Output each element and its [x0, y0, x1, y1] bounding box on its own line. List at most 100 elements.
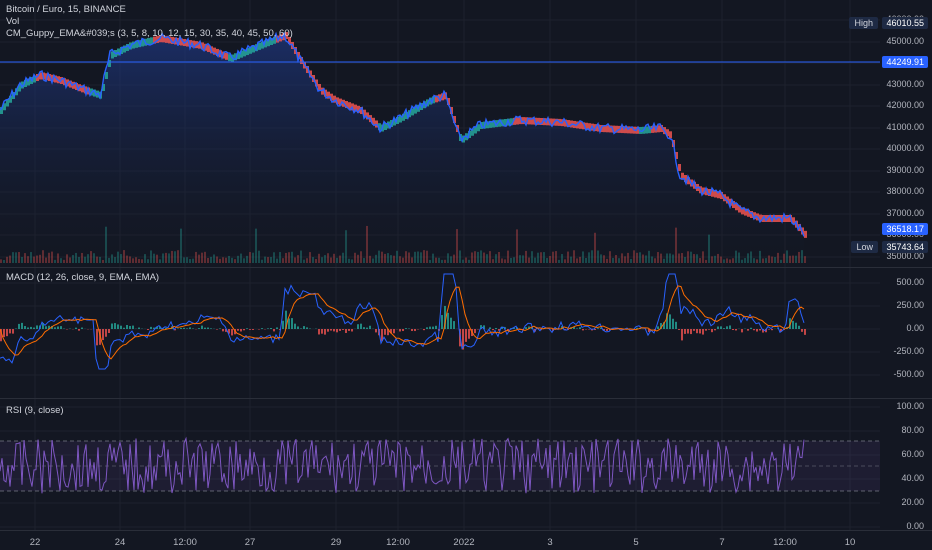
volume-bar — [300, 250, 302, 263]
volume-bar — [273, 252, 275, 263]
histogram-bar — [423, 329, 425, 331]
ema-ribbon-segment — [360, 107, 363, 114]
ema-ribbon-segment — [675, 152, 678, 159]
pane-divider[interactable] — [0, 267, 932, 268]
axis-tick-label: 80.00 — [901, 425, 924, 435]
histogram-bar — [45, 326, 47, 329]
macd-chart-svg[interactable] — [0, 268, 932, 398]
rsi-legend[interactable]: RSI (9, close) — [6, 405, 64, 416]
volume-bar — [90, 251, 92, 263]
volume-bar — [615, 255, 617, 263]
ema-ribbon-segment — [738, 205, 741, 213]
volume-bar — [423, 250, 425, 263]
histogram-bar — [762, 329, 764, 333]
ema-ribbon-segment — [792, 217, 795, 225]
volume-bar — [72, 255, 74, 263]
volume-bar — [369, 255, 371, 263]
histogram-bar — [18, 323, 20, 329]
volume-bar — [684, 256, 686, 263]
volume-bar — [594, 232, 596, 263]
high-tag: High — [849, 17, 878, 29]
pane-divider[interactable] — [0, 398, 932, 399]
ema-ribbon-segment — [498, 119, 501, 127]
histogram-bar — [696, 329, 698, 334]
volume-bar — [588, 252, 590, 263]
volume-bar — [117, 251, 119, 263]
ema-ribbon-segment — [786, 215, 789, 222]
ema-ribbon-segment — [750, 211, 753, 218]
ema-ribbon-segment — [363, 109, 366, 117]
volume-bar — [414, 251, 416, 263]
volume-bar — [162, 253, 164, 263]
volume-bar — [243, 258, 245, 263]
ema-ribbon-segment — [348, 102, 351, 110]
macd-pane[interactable]: MACD (12, 26, close, 9, EMA, EMA) 500.00… — [0, 268, 932, 398]
volume-bar — [504, 259, 506, 263]
axis-tick-label: 45000.00 — [886, 35, 924, 46]
volume-bar — [444, 259, 446, 263]
volume-bar — [411, 257, 413, 263]
histogram-bar — [711, 329, 713, 333]
histogram-bar — [42, 323, 44, 329]
rsi-pane[interactable]: RSI (9, close) 100.00 80.00 60.00 40.00 20.0… — [0, 399, 932, 531]
macd-legend[interactable]: MACD (12, 26, close, 9, EMA, EMA) — [6, 272, 160, 283]
ema-ribbon-segment — [327, 91, 330, 99]
ema-ribbon-segment — [24, 80, 27, 87]
volume-bar — [453, 254, 455, 263]
ema-ribbon-segment — [567, 120, 570, 128]
volume-bar — [573, 250, 575, 263]
price-chart-svg[interactable] — [0, 0, 932, 267]
histogram-bar — [672, 318, 674, 329]
histogram-bar — [222, 329, 224, 332]
histogram-bar — [228, 329, 230, 334]
macd-line — [0, 273, 805, 370]
ema-ribbon-segment — [249, 46, 252, 54]
histogram-bar — [267, 328, 269, 329]
volume-bar — [288, 252, 290, 263]
histogram-bar — [729, 325, 731, 329]
volume-bar — [45, 257, 47, 263]
volume-bar — [129, 256, 131, 263]
ema-ribbon-segment — [546, 118, 549, 126]
histogram-bar — [720, 326, 722, 329]
histogram-bar — [759, 329, 761, 331]
ema-ribbon-segment — [645, 126, 648, 134]
histogram-bar — [288, 318, 290, 329]
volume-bar — [564, 259, 566, 263]
volume-bar — [102, 259, 104, 263]
volume-bar — [303, 259, 305, 263]
volume-bar — [195, 251, 197, 263]
ema-ribbon-segment — [33, 75, 36, 83]
symbol-legend[interactable]: Bitcoin / Euro, 15, BINANCE — [6, 4, 126, 15]
volume-bar — [690, 251, 692, 263]
histogram-bar — [321, 329, 323, 334]
time-tick-label: 5 — [633, 537, 639, 548]
histogram-bar — [609, 329, 611, 331]
axis-tick-label: 40000.00 — [886, 143, 924, 153]
axis-tick-label: 250.00 — [896, 300, 924, 310]
histogram-bar — [285, 310, 287, 329]
histogram-bar — [252, 329, 254, 330]
guppy-legend[interactable]: CM_Guppy_EMA&#039;s (3, 5, 8, 10, 12, 15… — [6, 28, 293, 39]
histogram-bar — [702, 329, 704, 335]
volume-legend[interactable]: Vol — [6, 16, 20, 27]
histogram-bar — [21, 322, 23, 329]
histogram-bar — [153, 327, 155, 329]
volume-bar — [513, 257, 515, 263]
volume-bar — [717, 253, 719, 263]
ema-ribbon-segment — [321, 87, 324, 95]
volume-bar — [708, 234, 710, 263]
histogram-bar — [600, 327, 602, 329]
volume-bar — [486, 254, 488, 263]
rsi-chart-svg[interactable] — [0, 399, 932, 530]
ema-ribbon-segment — [741, 207, 744, 215]
price-pane[interactable]: Bitcoin / Euro, 15, BINANCE Vol CM_Guppy… — [0, 0, 932, 267]
histogram-bar — [225, 329, 227, 332]
volume-bar — [783, 253, 785, 263]
histogram-bar — [390, 329, 392, 334]
volume-bar — [705, 259, 707, 263]
axis-tick-label: 39000.00 — [886, 164, 924, 175]
pane-divider[interactable] — [0, 530, 932, 531]
histogram-bar — [675, 321, 677, 329]
ema-ribbon-segment — [537, 117, 540, 125]
